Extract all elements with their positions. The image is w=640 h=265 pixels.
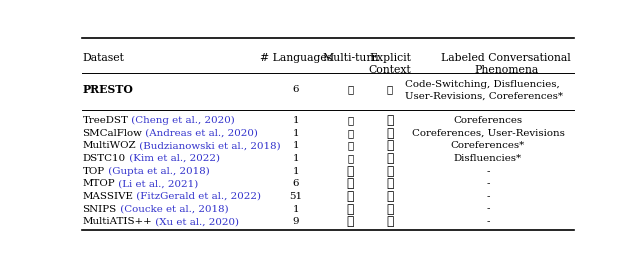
Text: 1: 1 [292,154,299,163]
Text: (Andreas et al., 2020): (Andreas et al., 2020) [142,129,258,138]
Text: ✗: ✗ [347,215,354,228]
Text: Dataset: Dataset [83,53,124,63]
Text: (Li et al., 2021): (Li et al., 2021) [115,179,198,188]
Text: 9: 9 [292,217,299,226]
Text: SNIPS: SNIPS [83,205,116,214]
Text: Multi-turn: Multi-turn [322,53,379,63]
Text: -: - [486,205,490,214]
Text: PRESTO: PRESTO [83,85,133,95]
Text: Coreferences, User-Revisions: Coreferences, User-Revisions [412,129,564,138]
Text: TreeDST: TreeDST [83,116,129,125]
Text: ✗: ✗ [387,127,394,140]
Text: SMCalFlow: SMCalFlow [83,129,142,138]
Text: 6: 6 [292,85,299,94]
Text: MTOP: MTOP [83,179,115,188]
Text: ✓: ✓ [387,85,393,94]
Text: -: - [486,179,490,188]
Text: (FitzGerald et al., 2022): (FitzGerald et al., 2022) [134,192,262,201]
Text: Coreferences: Coreferences [453,116,522,125]
Text: (Coucke et al., 2018): (Coucke et al., 2018) [116,205,228,214]
Text: ✗: ✗ [347,165,354,178]
Text: (Budzianowski et al., 2018): (Budzianowski et al., 2018) [136,141,281,150]
Text: ✗: ✗ [387,165,394,178]
Text: Code-Switching, Disfluencies,
User-Revisions, Coreferences*: Code-Switching, Disfluencies, User-Revis… [405,80,563,100]
Text: ✓: ✓ [348,116,353,125]
Text: ✗: ✗ [387,203,394,216]
Text: ✗: ✗ [387,215,394,228]
Text: ✗: ✗ [387,190,394,203]
Text: Explicit
Context: Explicit Context [369,53,412,75]
Text: 1: 1 [292,116,299,125]
Text: # Languages: # Languages [260,53,332,63]
Text: -: - [486,167,490,176]
Text: (Xu et al., 2020): (Xu et al., 2020) [152,217,239,226]
Text: Coreferences*: Coreferences* [451,141,525,150]
Text: (Cheng et al., 2020): (Cheng et al., 2020) [129,116,235,125]
Text: ✗: ✗ [387,139,394,152]
Text: Disfluencies*: Disfluencies* [454,154,522,163]
Text: ✗: ✗ [347,177,354,190]
Text: 6: 6 [292,179,299,188]
Text: -: - [486,192,490,201]
Text: (Gupta et al., 2018): (Gupta et al., 2018) [104,167,209,176]
Text: ✗: ✗ [347,203,354,216]
Text: ✓: ✓ [348,154,353,163]
Text: ✗: ✗ [387,114,394,127]
Text: -: - [486,217,490,226]
Text: ✓: ✓ [348,85,353,94]
Text: DSTC10: DSTC10 [83,154,125,163]
Text: ✗: ✗ [387,177,394,190]
Text: 1: 1 [292,167,299,176]
Text: 51: 51 [289,192,302,201]
Text: TOP: TOP [83,167,104,176]
Text: ✗: ✗ [387,152,394,165]
Text: MASSIVE: MASSIVE [83,192,134,201]
Text: 1: 1 [292,141,299,150]
Text: 1: 1 [292,205,299,214]
Text: MultiWOZ: MultiWOZ [83,141,136,150]
Text: 1: 1 [292,129,299,138]
Text: MultiATIS++: MultiATIS++ [83,217,152,226]
Text: (Kim et al., 2022): (Kim et al., 2022) [125,154,220,163]
Text: ✓: ✓ [348,129,353,138]
Text: ✗: ✗ [347,190,354,203]
Text: Labeled Conversational
Phenomena: Labeled Conversational Phenomena [442,53,571,75]
Text: ✓: ✓ [348,141,353,150]
